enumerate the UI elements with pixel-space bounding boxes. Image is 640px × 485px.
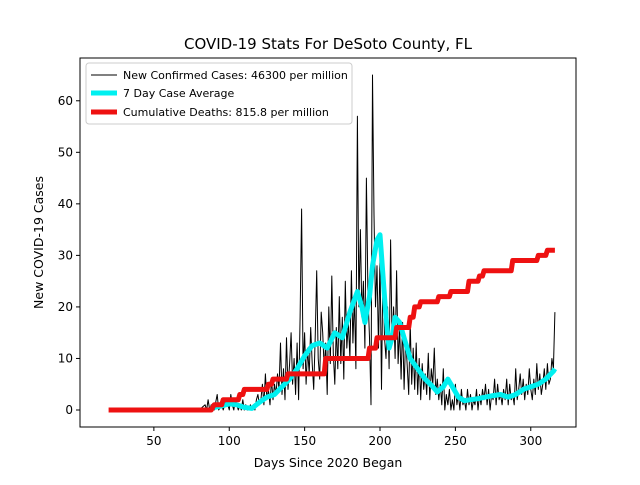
- x-tick-label: 50: [146, 434, 161, 448]
- chart-title: COVID-19 Stats For DeSoto County, FL: [184, 35, 473, 53]
- y-tick-label: 40: [58, 197, 73, 211]
- x-tick-label: 250: [444, 434, 467, 448]
- y-axis-label: New COVID-19 Cases: [31, 176, 46, 309]
- y-tick-label: 50: [58, 145, 73, 159]
- x-tick-label: 100: [218, 434, 241, 448]
- y-tick-label: 20: [58, 300, 73, 314]
- legend-label-cumulative-deaths: Cumulative Deaths: 815.8 per million: [123, 106, 329, 119]
- x-tick-label: 200: [369, 434, 392, 448]
- legend-box: [85, 62, 353, 125]
- x-axis-label: Days Since 2020 Began: [254, 455, 403, 470]
- legend-label-7-day-average: 7 Day Case Average: [123, 87, 235, 100]
- x-tick-label: 300: [519, 434, 542, 448]
- y-tick-label: 0: [65, 403, 73, 417]
- x-tick-label: 150: [293, 434, 316, 448]
- series-line-7-day-average: [213, 232, 558, 411]
- legend: New Confirmed Cases: 46300 per million 7…: [85, 62, 353, 125]
- series-line-cumulative-deaths: [108, 247, 555, 413]
- y-tick-label: 30: [58, 248, 73, 262]
- legend-label-new-cases: New Confirmed Cases: 46300 per million: [123, 69, 348, 82]
- plot-frame: [79, 57, 577, 428]
- y-tick-label: 10: [58, 351, 73, 365]
- data-layer: [108, 74, 558, 413]
- y-tick-label: 60: [58, 94, 73, 108]
- axis-layer: 50 100 150 200 250 300 0 10 20 30 40 50 60: [58, 94, 543, 448]
